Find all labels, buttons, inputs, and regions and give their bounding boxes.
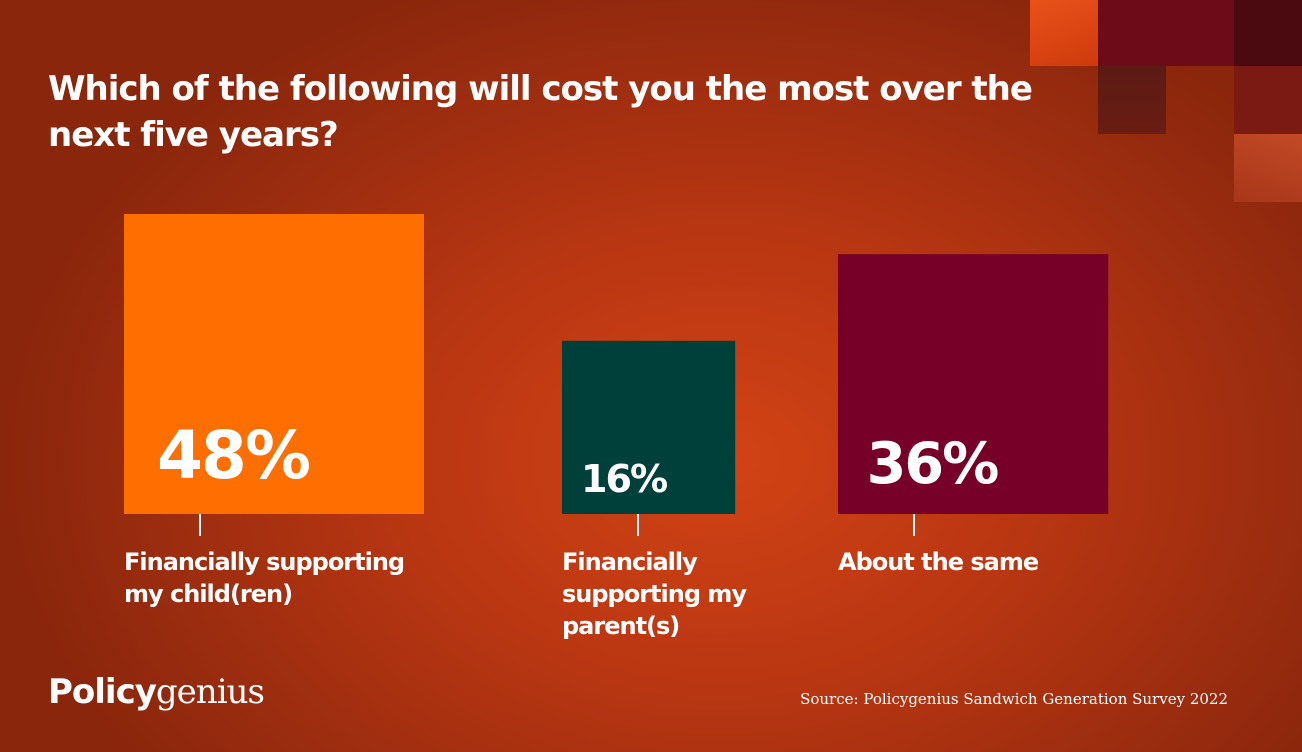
logo-text-genius: genius [155,672,265,712]
category-label: Financially supporting my parent(s) [562,548,747,640]
deco-tile-orange [1030,0,1098,66]
category-label: Financially supporting my child(ren) [124,548,405,608]
bar-value-label: 36% [867,431,999,497]
bar [124,214,424,514]
source-note: Source: Policygenius Sandwich Generation… [800,690,1228,708]
category-label: About the same [838,548,1039,576]
logo-text-policy: Policy [48,672,157,712]
policygenius-logo: Policygenius [48,672,265,712]
bar [562,340,736,514]
deco-tile-crimson [1098,0,1234,66]
deco-tile-dark-crimson [1234,0,1302,66]
deco-tile-maroon [1098,66,1166,134]
bar [838,254,1109,514]
bar-value-label: 16% [581,457,667,501]
chart-title: Which of the following will cost you the… [48,69,1033,155]
deco-tile-rust [1234,134,1302,202]
bar-value-label: 48% [157,417,310,494]
deco-tile-red [1234,66,1302,134]
